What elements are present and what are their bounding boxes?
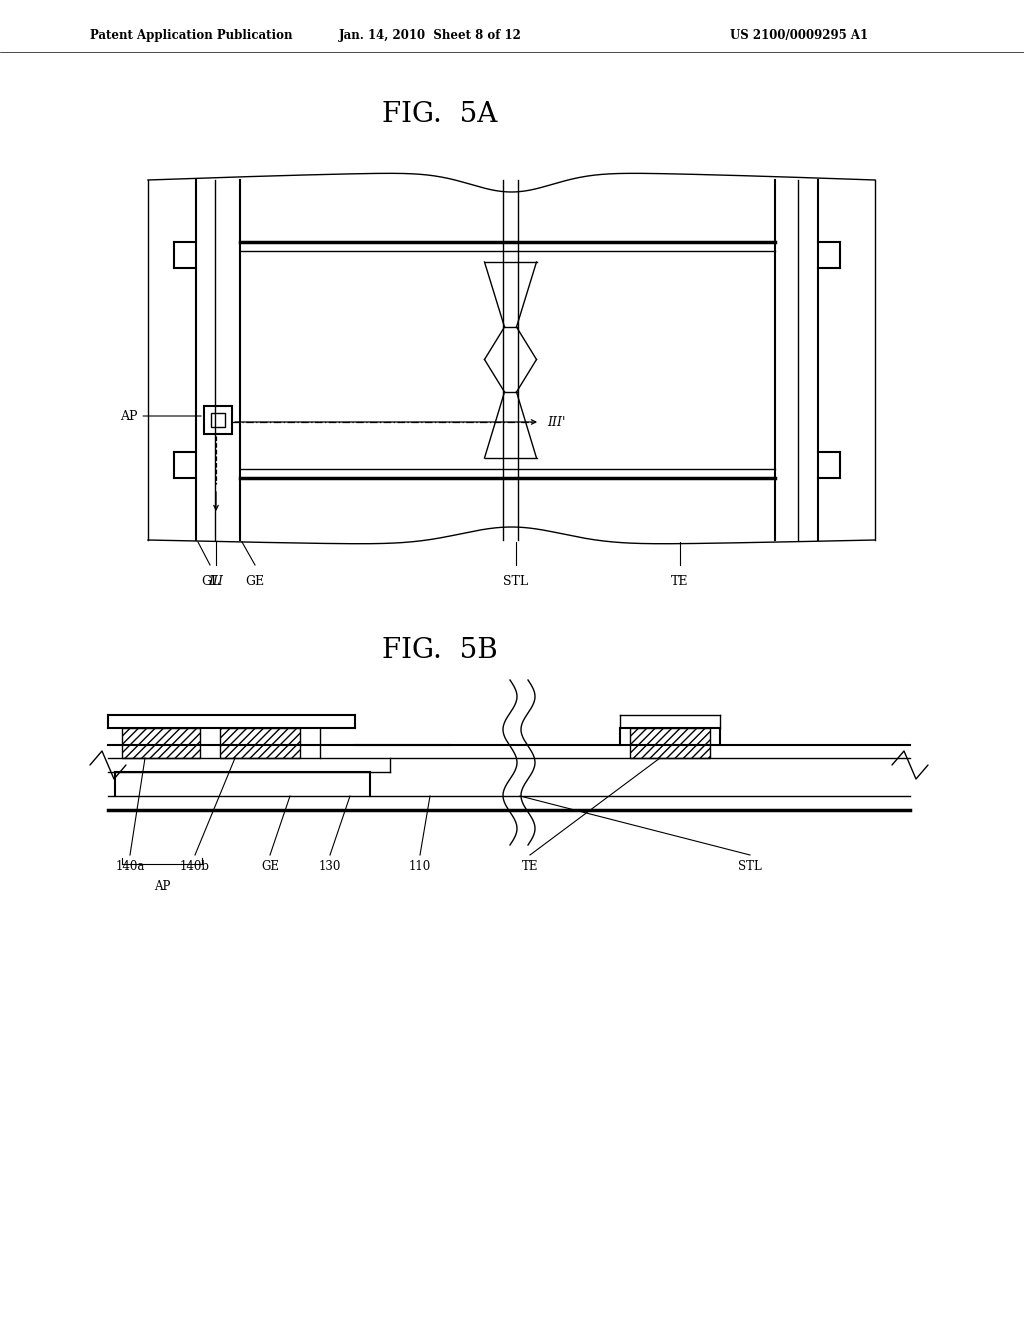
Text: GE: GE — [246, 576, 264, 587]
Text: 140a: 140a — [116, 861, 144, 873]
Bar — [204, 407, 232, 434]
Bar — [122, 729, 200, 758]
Text: FIG.  5A: FIG. 5A — [382, 102, 498, 128]
Text: Jan. 14, 2010  Sheet 8 of 12: Jan. 14, 2010 Sheet 8 of 12 — [339, 29, 521, 41]
Text: FIG.  5B: FIG. 5B — [382, 636, 498, 664]
Text: STL: STL — [503, 576, 528, 587]
Text: AP: AP — [154, 880, 170, 894]
Text: STL: STL — [738, 861, 762, 873]
Text: 140b: 140b — [180, 861, 210, 873]
Text: 110: 110 — [409, 861, 431, 873]
Text: GE: GE — [261, 861, 279, 873]
Bar — [630, 729, 710, 758]
Bar — [211, 413, 225, 426]
Bar — [220, 729, 300, 758]
Text: 130: 130 — [318, 861, 341, 873]
Text: TE: TE — [522, 861, 539, 873]
Text: Patent Application Publication: Patent Application Publication — [90, 29, 293, 41]
Text: TE: TE — [672, 576, 689, 587]
Text: III': III' — [547, 416, 565, 429]
Text: AP: AP — [120, 409, 202, 422]
Text: III: III — [209, 576, 223, 587]
Text: GL: GL — [201, 576, 219, 587]
Text: US 2100/0009295 A1: US 2100/0009295 A1 — [730, 29, 868, 41]
